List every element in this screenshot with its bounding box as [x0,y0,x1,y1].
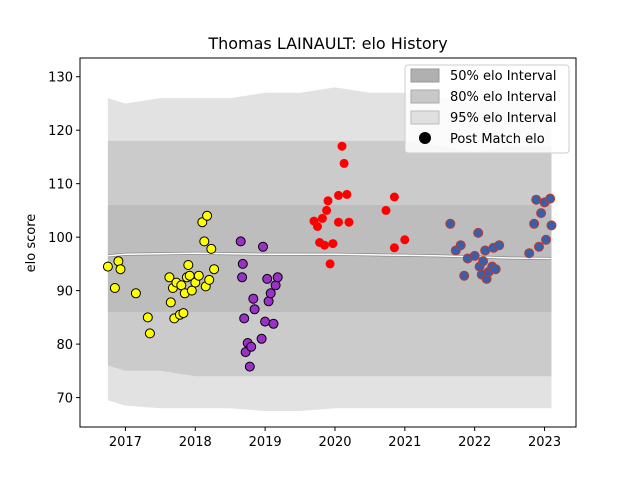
data-point-s2-6 [323,196,333,206]
legend-swatch-80 [410,89,440,104]
data-point-s2-15 [381,205,391,215]
x-tick-label-2: 2019 [249,435,282,450]
data-point-s0-24 [202,210,213,221]
data-point-s1-2 [237,258,248,269]
data-point-s0-17 [183,260,194,270]
data-point-s2-16 [389,192,399,202]
y-tick-label-6: 130 [48,71,73,86]
data-point-s0-1 [109,283,120,293]
data-point-s1-11 [258,241,268,252]
data-point-s3-0 [445,218,456,229]
y-tick-label-4: 110 [48,178,73,193]
data-point-s1-10 [256,333,267,344]
data-point-s0-6 [144,328,155,339]
data-point-s1-18 [272,272,283,283]
data-point-s0-7 [164,272,175,283]
data-point-s2-13 [342,189,352,199]
data-point-s2-4 [320,240,329,250]
data-point-s1-15 [265,288,276,299]
data-point-s3-9 [478,256,489,267]
x-tick-label-0: 2017 [109,435,142,450]
data-point-s3-17 [524,248,535,259]
data-point-s0-14 [178,308,189,319]
legend-label-80: 80% elo Interval [450,90,557,105]
y-tick-label-3: 100 [48,231,73,246]
data-point-s0-0 [102,261,113,272]
data-point-s3-18 [529,218,540,229]
y-tick-label-1: 80 [56,338,73,353]
legend-marker-post-match [419,132,431,144]
x-tick-label-3: 2020 [318,435,351,450]
legend: 50% elo Interval 80% elo Interval 95% el… [404,64,570,154]
data-point-s3-21 [536,208,547,219]
legend-swatch-50 [410,68,440,83]
y-tick-label-5: 120 [48,124,73,139]
data-point-s3-3 [459,270,470,281]
band-50 [107,205,552,312]
data-point-s1-8 [248,293,259,304]
data-point-s1-9 [249,304,260,315]
y-tick-label-0: 70 [56,392,73,407]
data-point-s2-7 [325,259,335,269]
data-point-s2-14 [344,217,354,227]
legend-label-95: 95% elo Interval [450,111,557,126]
y-axis-label: elo score [24,214,39,273]
legend-label-post-match: Post Match elo [450,132,545,147]
data-point-s1-3 [239,313,250,324]
y-axis-ticks: 70 80 90 100 110 120 130 [48,71,80,407]
x-tick-label-1: 2018 [179,435,212,450]
data-point-s1-16 [268,318,279,329]
data-point-s1-13 [262,273,273,284]
data-point-s3-24 [545,193,556,204]
data-point-s0-28 [206,243,217,254]
data-point-s0-21 [193,270,204,281]
data-point-s2-18 [400,235,410,245]
data-point-s0-3 [115,264,126,275]
legend-label-50: 50% elo Interval [450,69,557,84]
data-point-s2-1 [313,222,322,231]
x-tick-label-5: 2022 [458,435,491,450]
data-point-s3-15 [490,264,501,275]
data-point-s3-23 [541,234,551,245]
data-point-s3-2 [455,240,466,251]
x-tick-label-6: 2023 [528,435,561,450]
data-point-s2-11 [337,141,347,151]
data-point-s0-26 [204,274,215,285]
data-point-s0-23 [199,236,210,247]
x-axis-ticks: 2017 2018 2019 2020 2021 2022 2023 [109,427,561,450]
data-point-s3-25 [546,220,557,231]
legend-swatch-95 [410,110,440,125]
data-point-s2-8 [328,239,338,249]
data-point-s1-0 [235,236,246,247]
data-point-s1-6 [244,361,255,372]
data-point-s2-9 [334,190,343,200]
y-tick-label-2: 90 [56,285,73,300]
data-point-s0-27 [209,264,220,275]
x-tick-label-4: 2021 [388,435,421,450]
data-point-s2-3 [317,213,327,223]
data-point-s2-10 [334,217,343,227]
data-point-s2-17 [389,243,399,253]
data-point-s0-4 [130,288,141,299]
data-point-s3-16 [494,240,505,251]
legend-box [404,64,570,154]
data-point-s1-1 [237,272,248,283]
data-point-s3-10 [480,245,491,256]
data-point-s2-12 [339,158,349,168]
data-point-s1-7 [246,341,257,352]
interval-bands [107,87,552,412]
plot-frame [79,57,577,428]
data-point-s1-12 [260,316,271,327]
chart-title: Thomas LAINAULT: elo History [207,34,447,53]
data-point-s3-19 [531,194,542,205]
data-point-s0-8 [165,297,176,308]
data-point-s0-5 [142,312,153,323]
post-match-points [102,141,557,372]
data-point-s3-20 [534,241,544,252]
data-point-s3-5 [469,250,480,261]
data-point-s2-5 [322,205,332,215]
data-point-s3-6 [473,227,484,238]
